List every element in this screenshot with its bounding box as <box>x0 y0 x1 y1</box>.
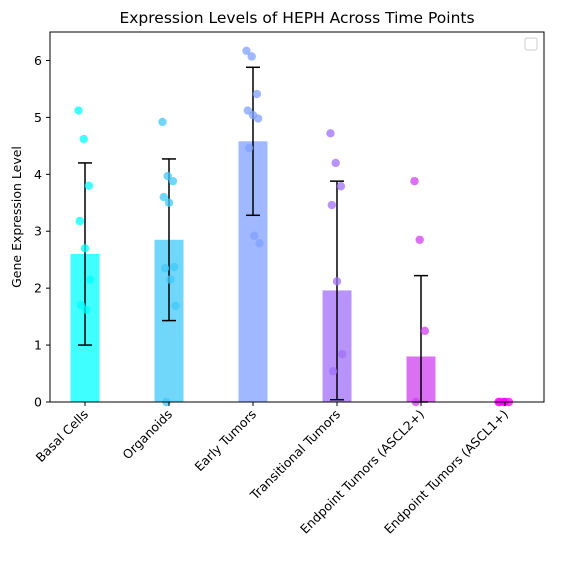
point-3-5 <box>338 349 347 359</box>
y-tick-label-4: 4 <box>34 167 42 182</box>
point-4-2 <box>420 326 430 336</box>
y-axis-label: Gene Expression Level <box>9 146 24 288</box>
point-2-0 <box>242 46 251 55</box>
data-points <box>74 46 514 407</box>
point-2-7 <box>250 231 259 240</box>
x-tick-label-2: Early Tumors <box>191 407 259 475</box>
y-tick-label-0: 0 <box>34 395 42 410</box>
x-tick-label-0: Basal Cells <box>33 407 92 466</box>
point-3-6 <box>328 367 338 376</box>
point-1-1 <box>163 171 172 181</box>
point-4-0 <box>410 176 419 186</box>
point-1-0 <box>158 117 167 127</box>
point-1-8 <box>171 301 180 310</box>
point-0-4 <box>80 244 90 253</box>
y-tick-label-2: 2 <box>34 281 42 296</box>
point-2-8 <box>255 238 264 248</box>
point-0-5 <box>86 275 95 284</box>
point-3-1 <box>331 158 340 168</box>
chart-title: Expression Levels of HEPH Across Time Po… <box>119 9 474 27</box>
point-4-1 <box>415 235 424 244</box>
x-tick-label-1: Organoids <box>119 407 175 463</box>
point-2-5 <box>254 114 263 123</box>
point-2-6 <box>244 143 254 153</box>
y-tick-label-3: 3 <box>34 224 42 239</box>
point-3-2 <box>336 182 346 191</box>
y-ticks: 0 1 2 3 4 5 6 <box>34 53 50 410</box>
point-1-3 <box>159 192 168 202</box>
point-2-2 <box>252 89 262 99</box>
point-0-1 <box>79 134 88 144</box>
plot-frame <box>49 31 545 403</box>
point-3-4 <box>332 277 342 286</box>
point-3-3 <box>327 200 336 210</box>
point-1-4 <box>164 198 174 207</box>
point-0-3 <box>75 216 85 226</box>
point-0-2 <box>84 181 94 190</box>
point-0-7 <box>82 305 91 314</box>
y-tick-label-5: 5 <box>34 110 42 125</box>
point-3-0 <box>326 129 335 138</box>
legend <box>524 37 538 51</box>
point-0-0 <box>74 106 83 115</box>
y-tick-label-1: 1 <box>34 338 42 353</box>
point-1-5 <box>170 262 179 272</box>
point-1-6 <box>160 264 170 273</box>
x-tick-label-3: Transitional Tumors <box>246 407 343 504</box>
x-ticks: Basal Cells Organoids Early TumorsTransiti… <box>33 402 511 537</box>
y-tick-label-6: 6 <box>34 53 42 68</box>
error-bars <box>78 66 428 403</box>
point-1-2 <box>168 176 178 186</box>
point-1-7 <box>166 275 175 284</box>
point-2-1 <box>247 52 256 61</box>
